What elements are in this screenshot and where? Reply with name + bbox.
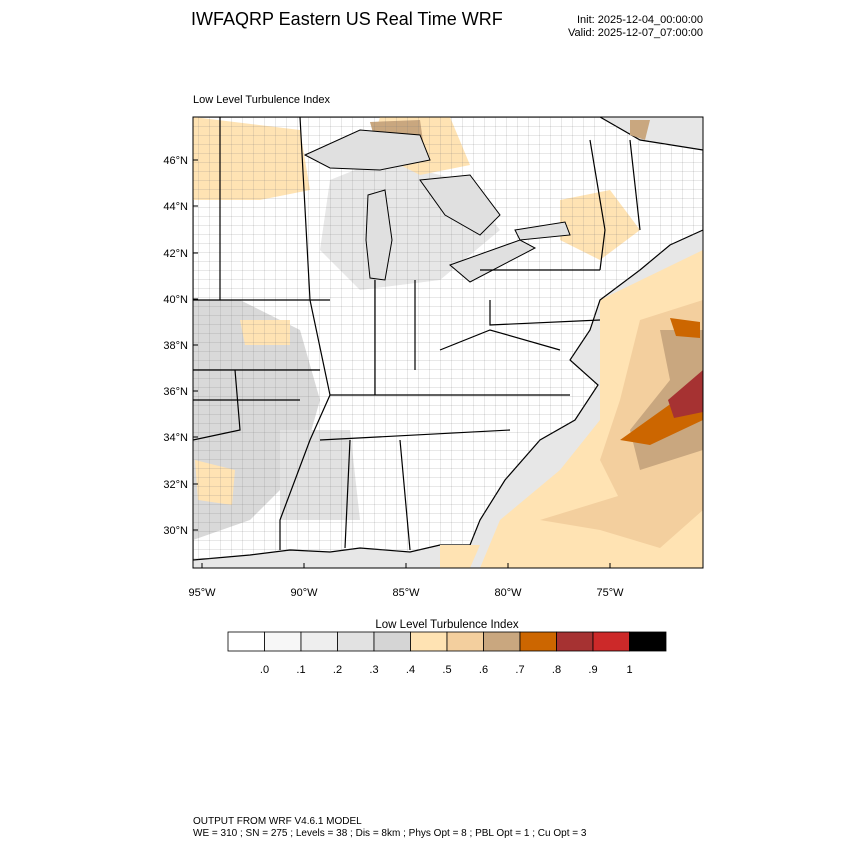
map-area [193, 117, 703, 568]
footer: OUTPUT FROM WRF V4.6.1 MODEL WE = 310 ; … [193, 816, 586, 840]
lat-label: 46°N [163, 155, 188, 167]
lat-label: 36°N [163, 386, 188, 398]
colorbar-tick-label: .6 [479, 664, 488, 676]
init-time: Init: 2025-12-04_00:00:00 [577, 14, 703, 26]
lon-label: 85°W [392, 587, 420, 599]
map-frame [192, 116, 704, 569]
colorbar-tick-label: .9 [588, 664, 597, 676]
colorbar-tick-label: .1 [296, 664, 305, 676]
main-title: IWFAQRP Eastern US Real Time WRF [191, 9, 503, 29]
atlantic-orange-patch [670, 318, 700, 338]
colorbar-tick-label: .8 [552, 664, 561, 676]
lake-huron [419, 174, 501, 236]
colorbar-swatch [519, 631, 557, 652]
colorbar-tick-label: .5 [442, 664, 451, 676]
colorbar-swatch [227, 631, 265, 652]
lake-ontario [514, 221, 571, 241]
colorbar-tick-labels: .0 .1 .2 .3 .4 .5 .6 .7 .8 .9 1 [260, 664, 633, 676]
lon-label: 75°W [596, 587, 624, 599]
colorbar-tick-label: .7 [515, 664, 524, 676]
atlantic-dark-red-patch [668, 370, 703, 418]
colorbar-swatch [264, 631, 302, 652]
atlantic-orange-band [620, 370, 703, 445]
maine-brown-patch [630, 120, 650, 140]
colorbar-tick-label: 1 [626, 664, 632, 676]
valid-time: Valid: 2025-12-07_07:00:00 [568, 27, 703, 39]
state-boundaries [193, 117, 641, 551]
colorbar-swatch [629, 631, 667, 652]
lat-label: 38°N [163, 340, 188, 352]
latitude-axis: 46°N 44°N 42°N 40°N 38°N 36°N 34°N 32°N 30°N [163, 155, 198, 537]
colorbar-swatch [446, 631, 484, 652]
longitude-axis: 95°W 90°W 85°W 80°W 75°W [188, 563, 624, 599]
colorbar-swatch [300, 631, 338, 652]
panel-title: Low Level Turbulence Index [193, 94, 330, 106]
colorbar [227, 631, 667, 652]
lat-label: 34°N [163, 432, 188, 444]
colorbar-tick-label: .4 [406, 664, 415, 676]
lat-label: 30°N [163, 525, 188, 537]
colorbar-swatch [337, 631, 375, 652]
init-valid-label: Init: 2025-12-04_00:00:00 Valid: 2025-12… [520, 14, 703, 40]
colorbar-tick-label: .3 [369, 664, 378, 676]
colorbar-tick-label: .0 [260, 664, 269, 676]
county-boundaries [193, 117, 703, 560]
lon-label: 95°W [188, 587, 216, 599]
colorbar-tick-label: .2 [333, 664, 342, 676]
lat-label: 42°N [163, 248, 188, 260]
footer-model-line: OUTPUT FROM WRF V4.6.1 MODEL [193, 816, 362, 827]
atlantic-southern-tan [540, 470, 703, 548]
lake-michigan [365, 189, 393, 281]
florida-light-orange [440, 545, 480, 568]
lake-superior [303, 129, 431, 171]
colorbar-swatch [410, 631, 448, 652]
lat-label: 32°N [163, 479, 188, 491]
colorbar-swatch [556, 631, 594, 652]
legend-title: Low Level Turbulence Index [375, 619, 519, 631]
colorbar-swatch [483, 631, 521, 652]
lon-label: 80°W [494, 587, 522, 599]
footer-options-line: WE = 310 ; SN = 275 ; Levels = 38 ; Dis … [193, 828, 587, 839]
colorbar-swatch [373, 631, 411, 652]
lake-erie [449, 239, 537, 283]
lon-label: 90°W [290, 587, 318, 599]
colorbar-swatch [592, 631, 630, 652]
lat-label: 40°N [163, 294, 188, 306]
lat-label: 44°N [163, 201, 188, 213]
